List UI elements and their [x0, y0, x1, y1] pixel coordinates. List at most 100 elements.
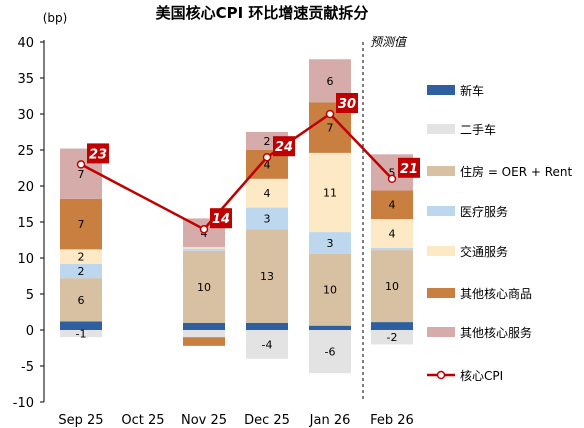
bar-segment	[183, 337, 225, 346]
bar-segment	[371, 219, 413, 248]
segment-value-label: 4	[389, 199, 396, 212]
legend-swatch	[427, 288, 455, 298]
segment-value-label: -2	[387, 331, 398, 344]
core-cpi-value-label: 24	[275, 140, 293, 155]
core-cpi-value-label: 30	[338, 97, 356, 112]
segment-value-label: 11	[323, 186, 337, 199]
y-tick-label: 0	[26, 324, 34, 339]
segment-value-label: 10	[323, 284, 337, 297]
bar-segment	[246, 330, 288, 359]
legend-label: 其他核心商品	[460, 286, 532, 301]
legend-swatch	[427, 246, 455, 256]
segment-value-label: 2	[264, 135, 271, 148]
bar-segment	[183, 247, 225, 249]
bar-segment	[246, 207, 288, 230]
bar-segment	[371, 250, 413, 323]
bar-segment	[60, 278, 102, 322]
y-tick-label: 30	[17, 108, 34, 123]
segment-value-label: 6	[78, 294, 85, 307]
core-cpi-callout-box	[273, 136, 295, 157]
segment-value-label: 7	[327, 122, 334, 135]
core-cpi-point	[262, 152, 272, 162]
core-cpi-value-label: 14	[212, 212, 230, 227]
legend-swatch	[427, 206, 455, 216]
y-tick-label: 35	[17, 72, 34, 87]
x-tick-label: Sep 25	[58, 413, 103, 428]
y-tick-label: 10	[17, 252, 34, 267]
legend-label: 新车	[460, 83, 484, 98]
bar-segment	[246, 322, 288, 330]
segment-value-label: 4	[389, 228, 396, 241]
y-tick-label: -5	[21, 360, 34, 375]
bar-segment	[246, 178, 288, 208]
core-cpi-callout-box	[336, 93, 358, 113]
core-cpi-value-label: 23	[89, 147, 107, 162]
bar-segment	[60, 330, 102, 338]
bar-segment	[371, 190, 413, 220]
x-tick-label: Oct 25	[121, 413, 164, 428]
bar-segment	[60, 249, 102, 264]
legend-swatch	[427, 124, 455, 134]
y-axis-unit: (bp)	[43, 11, 68, 25]
bar-segment	[309, 253, 351, 326]
segment-value-label: 7	[78, 168, 85, 181]
bar-segment	[183, 322, 225, 330]
y-tick-label: 40	[17, 36, 34, 51]
legend-label: 住房 = OER + Rent	[460, 164, 573, 179]
bar-segment	[183, 248, 225, 251]
segment-value-label: 2	[78, 251, 85, 264]
legend-label: 二手车	[460, 122, 496, 137]
bar-segment	[309, 152, 351, 233]
core-cpi-callout-box	[398, 157, 420, 178]
legend-swatch	[427, 327, 455, 337]
y-tick-label: 5	[26, 288, 34, 303]
segment-value-label: 4	[264, 187, 271, 200]
core-cpi-point	[325, 109, 335, 119]
legend-line-marker	[436, 370, 446, 380]
segment-value-label: 3	[264, 212, 271, 225]
x-tick-label: Nov 25	[181, 413, 227, 428]
legend-swatch	[427, 85, 455, 95]
segment-value-label: -4	[262, 338, 273, 351]
core-cpi-point	[199, 224, 209, 234]
segment-value-label: 3	[327, 237, 334, 250]
x-axis-labels: Sep 25 Oct 25 Nov 25 Dec 25 Jan 26 Feb 26	[58, 413, 413, 428]
x-tick-label: Dec 25	[244, 413, 290, 428]
legend-label: 其他核心服务	[460, 325, 532, 340]
chart-title: 美国核心CPI 环比增速贡献拆分	[156, 4, 369, 22]
legend-label: 医疗服务	[460, 204, 508, 219]
bar-segment	[371, 330, 413, 345]
segment-value-label: 7	[78, 218, 85, 231]
bar-segment	[371, 247, 413, 251]
segment-value-label: 4	[264, 158, 271, 171]
legend-swatch	[427, 166, 455, 176]
bar-segment	[309, 330, 351, 374]
core-cpi-value-label: 21	[400, 162, 418, 177]
core-cpi-point	[76, 160, 86, 169]
bar-segment	[183, 330, 225, 338]
bar-segment	[60, 263, 102, 279]
segment-value-label: 10	[385, 280, 399, 293]
x-tick-label: Jan 26	[309, 413, 351, 428]
legend-label: 交通服务	[460, 244, 508, 259]
bar-segment	[246, 229, 288, 323]
y-tick-label: 20	[17, 180, 34, 195]
core-cpi-point	[387, 174, 397, 184]
y-tick-label: 25	[17, 144, 34, 159]
segment-value-label: 13	[260, 270, 274, 283]
forecast-label: 预测值	[370, 35, 408, 49]
bar-segment	[183, 250, 225, 323]
segment-value-label: -1	[76, 328, 87, 341]
bar-segment	[371, 322, 413, 330]
y-tick-label: -10	[13, 396, 34, 411]
segment-value-label: 10	[197, 281, 211, 294]
x-tick-label: Feb 26	[370, 413, 414, 428]
bar-segment	[309, 325, 351, 330]
y-tick-label: 15	[17, 216, 34, 231]
bar-segment	[60, 198, 102, 250]
core-cpi-callout-box	[87, 143, 109, 164]
bar-segment	[60, 321, 102, 330]
